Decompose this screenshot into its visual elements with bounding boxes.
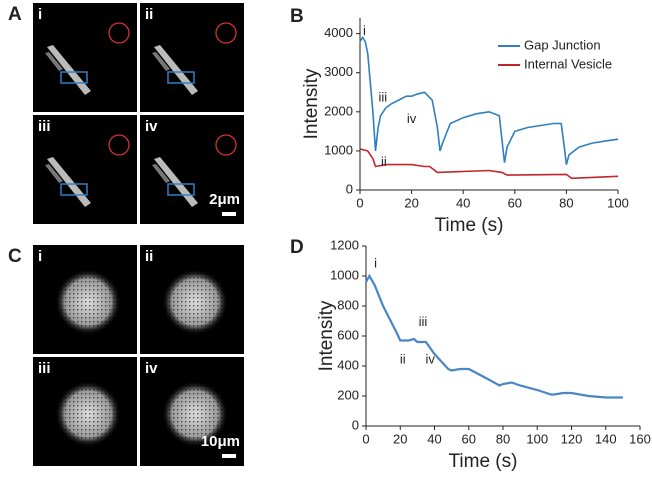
- y-tick-label: 800: [337, 297, 359, 312]
- fluorescent-spot: [162, 269, 228, 335]
- fluorescent-spot: [162, 381, 228, 447]
- image-label: i: [38, 248, 42, 265]
- data-line: [365, 273, 623, 399]
- y-tick-label: 2000: [324, 103, 353, 118]
- image-label: ii: [145, 248, 153, 265]
- scale-bar-label: 10μm: [201, 433, 240, 450]
- legend-label: Gap Junction: [524, 37, 601, 52]
- data-line: [359, 148, 619, 180]
- y-axis-label: Intensity: [301, 68, 322, 139]
- legend-label: Internal Vesicle: [524, 56, 612, 71]
- x-axis-label: Time (s): [435, 215, 504, 236]
- annotation: iii: [419, 314, 428, 329]
- y-tick-label: 1000: [324, 142, 353, 157]
- y-tick-label: 1200: [330, 237, 359, 252]
- image-label: ii: [145, 6, 153, 23]
- image-label: iii: [38, 118, 51, 135]
- x-axis-label: Time (s): [449, 451, 518, 472]
- x-tick-label: 20: [393, 431, 407, 446]
- x-tick-label: 100: [607, 195, 629, 210]
- y-tick-label: 0: [352, 417, 359, 432]
- x-tick-label: 40: [427, 431, 441, 446]
- annotation: ii: [400, 351, 406, 366]
- y-tick-label: 0: [346, 181, 353, 196]
- roi-circle: [108, 22, 130, 44]
- y-tick-label: 600: [337, 327, 359, 342]
- x-tick-label: 0: [356, 195, 363, 210]
- roi-box: [60, 71, 88, 84]
- annotation: i: [363, 23, 366, 38]
- roi-circle: [108, 134, 130, 156]
- panel-letter: C: [8, 246, 22, 267]
- roi-box: [60, 183, 88, 196]
- x-tick-label: 80: [559, 195, 573, 210]
- x-tick-label: 140: [595, 431, 617, 446]
- y-tick-label: 1000: [330, 267, 359, 282]
- annotation: iv: [426, 351, 436, 366]
- cell-structure: [45, 52, 63, 71]
- annotation: iv: [407, 111, 417, 126]
- annotation: i: [374, 255, 377, 270]
- x-tick-label: 120: [561, 431, 583, 446]
- x-tick-label: 60: [508, 195, 522, 210]
- y-tick-label: 3000: [324, 64, 353, 79]
- cell-structure: [152, 164, 170, 183]
- x-tick-label: 20: [404, 195, 418, 210]
- roi-circle: [215, 22, 237, 44]
- y-tick-label: 4000: [324, 25, 353, 40]
- scale-bar: [222, 454, 236, 458]
- roi-circle: [215, 134, 237, 156]
- scale-bar: [222, 212, 236, 216]
- y-tick-label: 400: [337, 357, 359, 372]
- image-label: iv: [145, 360, 158, 377]
- x-tick-label: 0: [362, 431, 369, 446]
- data-line: [359, 36, 619, 165]
- y-axis-label: Intensity: [316, 300, 337, 371]
- image-label: iv: [145, 118, 158, 135]
- panel-letter: D: [290, 237, 304, 258]
- image-label: i: [38, 6, 42, 23]
- panel-letter: B: [290, 6, 304, 27]
- roi-box: [167, 71, 195, 84]
- panel-letter: A: [8, 4, 22, 25]
- image-label: iii: [38, 360, 51, 377]
- cell-structure: [152, 52, 170, 71]
- x-tick-label: 80: [496, 431, 510, 446]
- y-tick-label: 200: [337, 387, 359, 402]
- x-tick-label: 60: [462, 431, 476, 446]
- scale-bar-label: 2μm: [209, 191, 240, 208]
- annotation: iii: [378, 90, 387, 105]
- x-tick-label: 160: [629, 431, 651, 446]
- x-tick-label: 100: [526, 431, 548, 446]
- fluorescent-spot: [55, 381, 121, 447]
- fluorescent-spot: [55, 269, 121, 335]
- roi-box: [167, 183, 195, 196]
- cell-structure: [45, 164, 63, 183]
- annotation: ii: [381, 154, 387, 169]
- x-tick-label: 40: [456, 195, 470, 210]
